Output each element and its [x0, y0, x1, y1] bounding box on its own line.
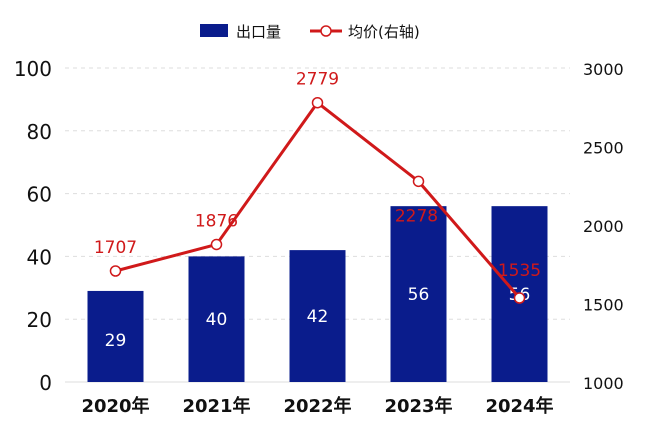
- right-tick-label: 3000: [583, 60, 624, 79]
- bar-value-label: 42: [307, 307, 329, 327]
- left-tick-label: 60: [27, 183, 52, 207]
- x-tick-label: 2020年: [81, 395, 149, 417]
- right-tick-label: 1000: [583, 374, 624, 393]
- legend-bar-label: 出口量: [236, 23, 281, 41]
- left-tick-label: 0: [39, 371, 52, 395]
- line-point: [412, 175, 425, 188]
- x-tick-label: 2022年: [283, 395, 351, 417]
- bar: [188, 256, 245, 382]
- line-value-label: 2779: [296, 70, 339, 90]
- bar-value-label: 56: [408, 285, 430, 305]
- bar: [390, 206, 447, 382]
- line-value-label: 2278: [395, 206, 438, 226]
- line-value-label: 1535: [498, 261, 541, 281]
- line-value-label: 1876: [195, 211, 238, 231]
- line-value-label: 1707: [94, 238, 137, 258]
- x-tick-label: 2021年: [182, 395, 250, 417]
- right-tick-label: 1500: [583, 296, 624, 315]
- bar-value-label: 29: [105, 331, 127, 351]
- bar: [289, 250, 346, 382]
- legend-bar-swatch: [200, 24, 228, 37]
- line-point: [210, 238, 223, 251]
- right-tick-label: 2000: [583, 217, 624, 236]
- line-point: [513, 292, 526, 304]
- legend-line-label: 均价(右轴): [348, 23, 420, 41]
- right-tick-label: 2500: [583, 139, 624, 158]
- left-tick-label: 20: [27, 308, 52, 332]
- line-point: [109, 265, 122, 277]
- line-point: [311, 96, 324, 109]
- legend-line-marker: [320, 25, 332, 37]
- bar-value-label: 40: [206, 310, 228, 330]
- x-tick-label: 2023年: [384, 395, 452, 417]
- bar: [87, 290, 144, 382]
- left-tick-label: 100: [14, 57, 52, 81]
- left-tick-label: 80: [27, 120, 52, 144]
- x-tick-label: 2024年: [485, 395, 553, 417]
- left-tick-label: 40: [27, 245, 52, 269]
